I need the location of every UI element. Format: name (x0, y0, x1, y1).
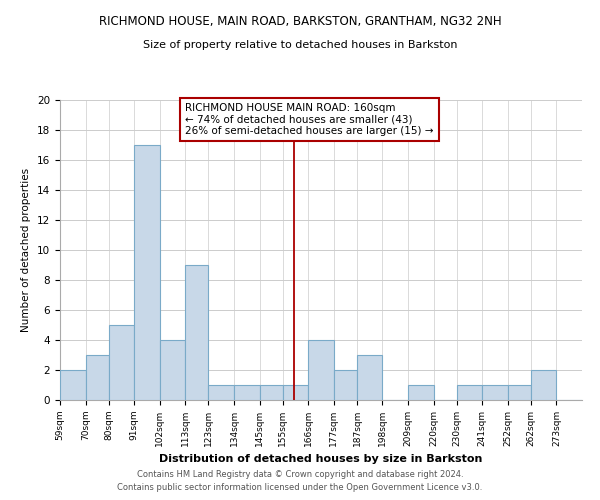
Text: Size of property relative to detached houses in Barkston: Size of property relative to detached ho… (143, 40, 457, 50)
Text: Contains HM Land Registry data © Crown copyright and database right 2024.: Contains HM Land Registry data © Crown c… (137, 470, 463, 479)
Bar (508, 385, 531, 400)
Bar (208, 385, 234, 400)
Bar (234, 385, 260, 400)
Bar (283, 385, 308, 400)
Bar (457, 385, 482, 400)
Bar (531, 370, 556, 400)
Bar (60, 370, 86, 400)
Bar (260, 385, 283, 400)
Bar (482, 385, 508, 400)
Bar (134, 145, 160, 400)
X-axis label: Distribution of detached houses by size in Barkston: Distribution of detached houses by size … (160, 454, 482, 464)
Bar (408, 385, 434, 400)
Bar (86, 355, 109, 400)
Text: RICHMOND HOUSE MAIN ROAD: 160sqm
← 74% of detached houses are smaller (43)
26% o: RICHMOND HOUSE MAIN ROAD: 160sqm ← 74% o… (185, 103, 434, 136)
Text: Contains public sector information licensed under the Open Government Licence v3: Contains public sector information licen… (118, 484, 482, 492)
Bar (109, 325, 134, 400)
Text: RICHMOND HOUSE, MAIN ROAD, BARKSTON, GRANTHAM, NG32 2NH: RICHMOND HOUSE, MAIN ROAD, BARKSTON, GRA… (98, 15, 502, 28)
Bar (334, 370, 357, 400)
Bar (308, 340, 334, 400)
Y-axis label: Number of detached properties: Number of detached properties (22, 168, 31, 332)
Bar (160, 340, 185, 400)
Bar (185, 265, 208, 400)
Bar (357, 355, 382, 400)
